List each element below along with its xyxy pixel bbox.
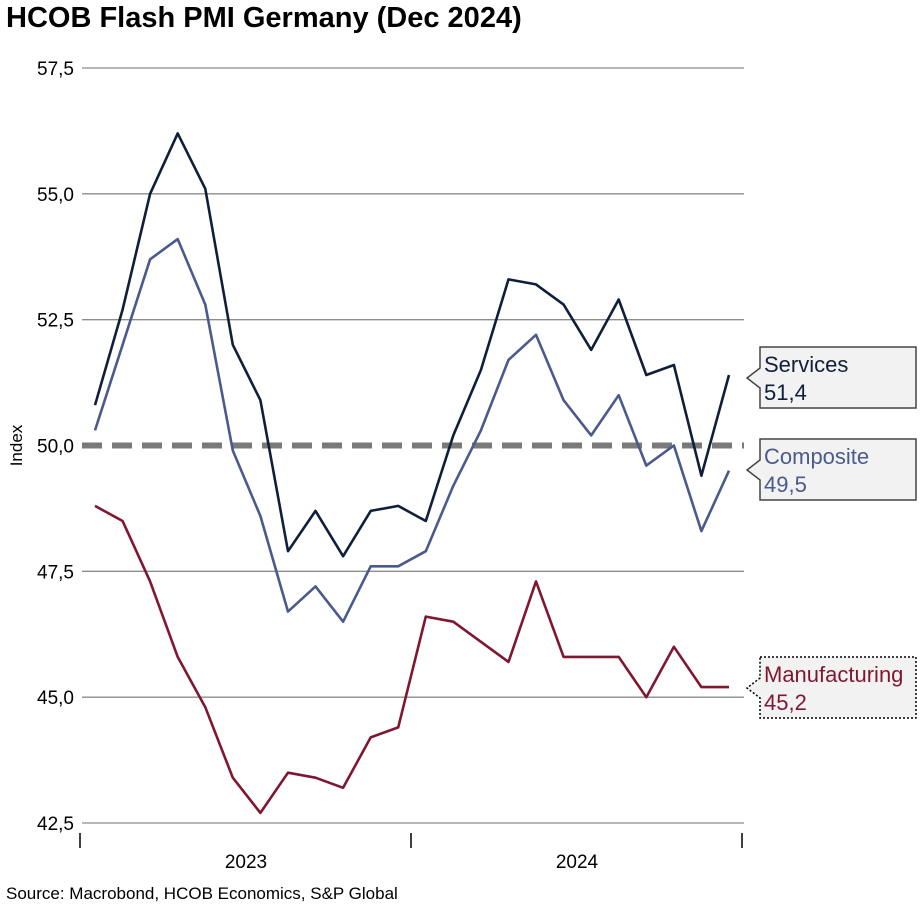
callout-box — [745, 438, 917, 501]
y-axis-title: Index — [7, 424, 26, 466]
x-tick-label: 2024 — [556, 852, 599, 873]
series-line-composite — [93, 237, 731, 624]
callout-box — [745, 656, 917, 719]
callout-services: Services 51,4 — [745, 346, 917, 409]
series-line-services — [93, 132, 731, 558]
y-tick-label: 42,5 — [37, 814, 74, 835]
series-lines — [93, 132, 731, 815]
y-tick-label: 45,0 — [37, 688, 74, 709]
callout-series-value: 51,4 — [764, 380, 807, 405]
callout-series-name: Services — [764, 352, 848, 377]
callout-series-name: Composite — [764, 444, 869, 469]
y-tick-label: 52,5 — [37, 311, 74, 332]
source-note: Source: Macrobond, HCOB Economics, S&P G… — [6, 884, 398, 903]
y-tick-label: 50,0 — [37, 437, 74, 458]
callout-manufacturing: Manufacturing 45,2 — [745, 656, 917, 719]
callout-box — [745, 346, 917, 409]
callout-series-name: Manufacturing — [764, 662, 903, 687]
series-callouts: Services 51,4 Composite 49,5 Manufacturing 45… — [745, 346, 917, 719]
y-tick-label: 57,5 — [37, 59, 74, 80]
callout-series-value: 49,5 — [764, 472, 807, 497]
gridlines — [82, 67, 744, 824]
series-line-manufacturing — [94, 504, 729, 815]
x-tick-label: 2023 — [225, 852, 267, 873]
axes: 57,5 55,0 52,5 50,0 47,5 45,0 42,5 Index 2023 202… — [7, 59, 743, 873]
callout-series-value: 45,2 — [764, 690, 807, 715]
y-tick-label: 55,0 — [37, 185, 74, 206]
chart-title: HCOB Flash PMI Germany (Dec 2024) — [6, 2, 522, 34]
callout-composite: Composite 49,5 — [745, 438, 917, 501]
y-tick-label: 47,5 — [37, 562, 74, 583]
